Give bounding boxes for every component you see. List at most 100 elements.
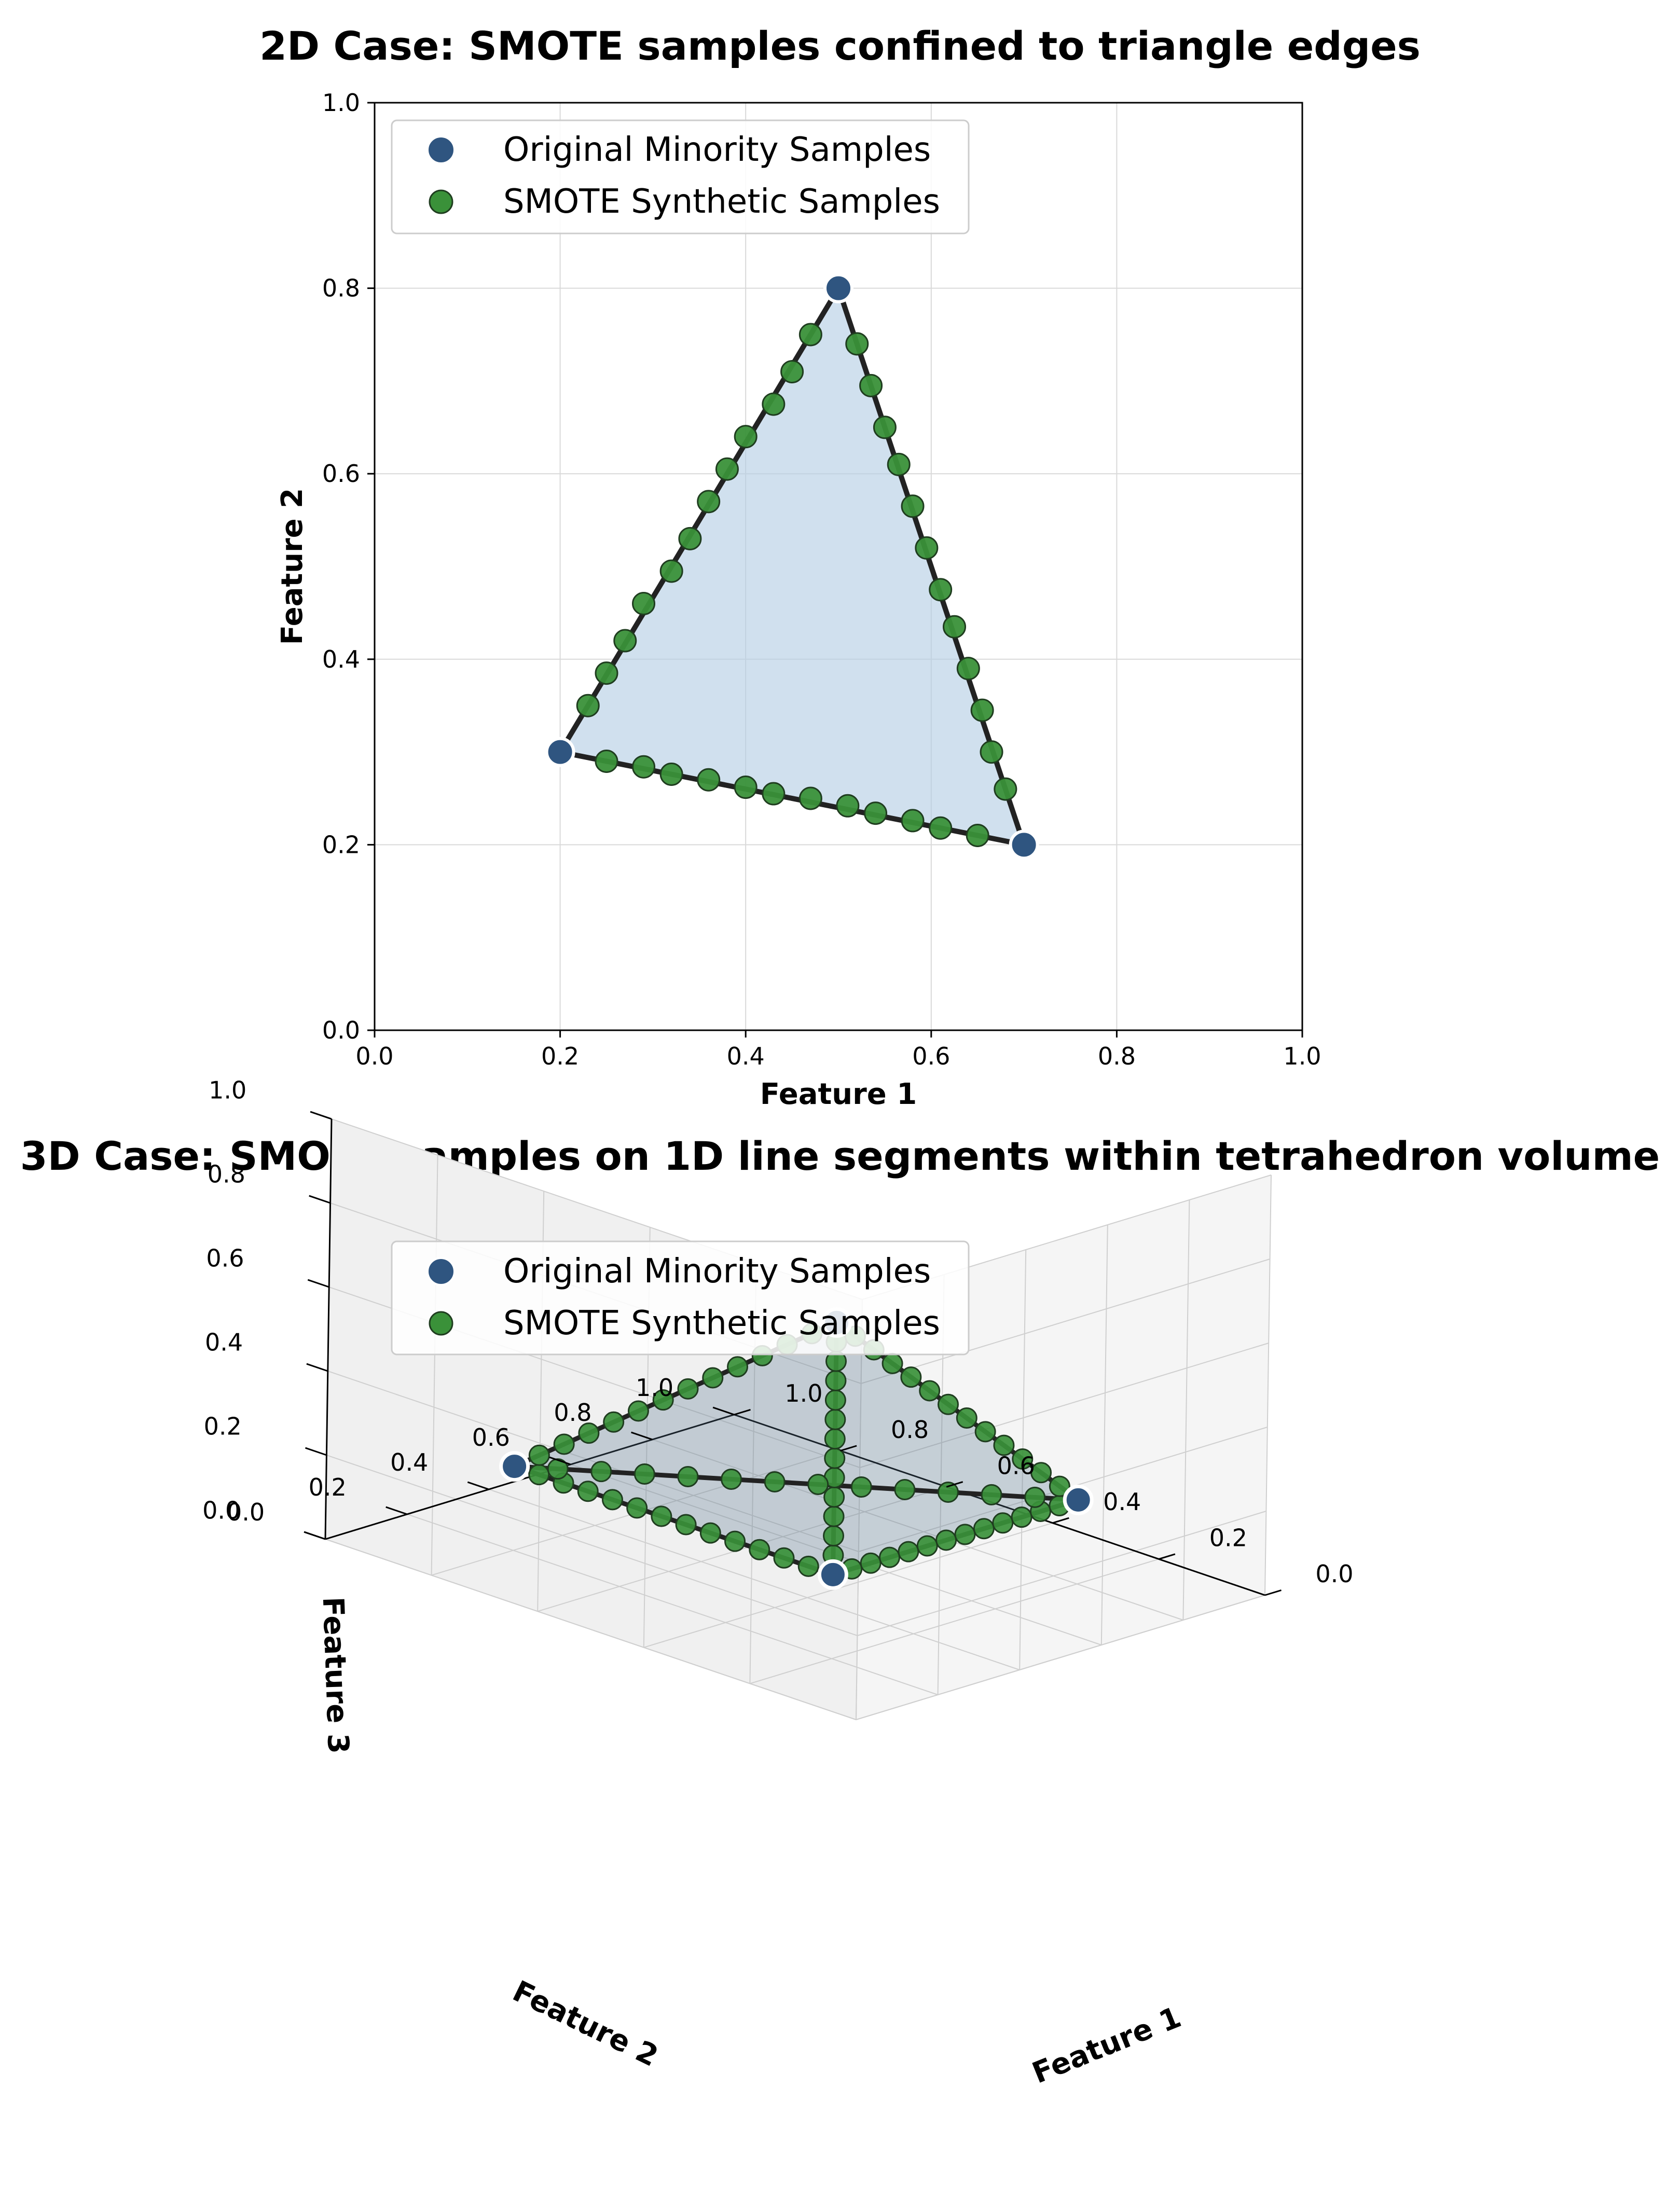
synthetic-point	[807, 1473, 829, 1495]
synthetic-point	[528, 1464, 550, 1486]
synthetic-point	[577, 1481, 599, 1502]
synthetic-point	[721, 1469, 742, 1490]
synthetic-point	[823, 1525, 845, 1547]
x-tick-mark	[734, 1408, 751, 1416]
chart-3d: 3D Case: SMOTE samples on 1D line segmen…	[20, 1076, 1660, 2090]
synthetic-point	[659, 763, 683, 786]
synthetic-point	[980, 740, 1003, 764]
z-tick-label: 0.0	[202, 1496, 240, 1524]
x-tick-label: 1.0	[784, 1379, 822, 1407]
y-tick-label: 0.2	[322, 831, 360, 859]
synthetic-point	[824, 1408, 846, 1430]
chart-3d-title: 3D Case: SMOTE samples on 1D line segmen…	[20, 1133, 1660, 1179]
synthetic-point	[823, 1505, 845, 1527]
synthetic-point	[915, 536, 939, 560]
y-tick-mark	[630, 1431, 653, 1441]
synthetic-point	[724, 1530, 746, 1552]
synthetic-point	[595, 749, 618, 773]
synthetic-point	[798, 786, 822, 810]
synthetic-point	[634, 1463, 655, 1485]
synthetic-point	[749, 1539, 770, 1560]
synthetic-point	[973, 1518, 995, 1540]
y-tick-label: 0.6	[322, 460, 360, 488]
synthetic-point	[1012, 1448, 1034, 1470]
synthetic-point	[859, 374, 883, 397]
synthetic-point	[824, 1447, 846, 1469]
y-tick-label: 0.0	[227, 1498, 265, 1526]
synthetic-point	[882, 1352, 903, 1374]
y-tick-label: 0.4	[390, 1448, 428, 1476]
legend-marker-original	[426, 1257, 456, 1286]
grid-line-3d	[861, 1259, 1270, 1384]
y-tick-label: 1.0	[322, 89, 360, 117]
chart-2d-ylabel: Feature 2	[276, 488, 309, 645]
synthetic-point	[956, 657, 980, 681]
synthetic-point	[578, 1422, 600, 1444]
x-tick-label: 0.6	[997, 1451, 1035, 1479]
legend-marker-synthetic	[429, 1311, 453, 1336]
synthetic-point	[762, 392, 786, 416]
synthetic-point	[1049, 1475, 1070, 1497]
z-tick-mark	[310, 1111, 332, 1120]
synthetic-point	[901, 494, 925, 518]
synthetic-point	[734, 776, 758, 799]
z-tick-label: 0.8	[208, 1160, 245, 1188]
x-tick-label: 0.6	[912, 1042, 950, 1070]
synthetic-point	[632, 755, 656, 779]
synthetic-point	[919, 1380, 941, 1402]
grid-line-3d	[643, 1522, 1053, 1648]
original-point	[817, 1559, 848, 1590]
synthetic-point	[898, 1541, 919, 1562]
legend-label-synthetic: SMOTE Synthetic Samples	[503, 183, 940, 221]
grid-line-3d	[859, 1343, 1269, 1468]
grid-line-3d	[1182, 1199, 1190, 1621]
grid-line-3d	[856, 1595, 1265, 1720]
z-tick-mark	[307, 1279, 329, 1288]
y-tick-mark	[467, 1481, 489, 1490]
synthetic-point	[677, 1466, 699, 1488]
synthetic-point	[547, 1458, 569, 1480]
y-tick-label: 0.8	[554, 1399, 591, 1427]
original-points-2d	[545, 273, 1039, 860]
chart-2d: 2D Case: SMOTE samples confined to trian…	[259, 23, 1421, 1111]
synthetic-point	[727, 1356, 749, 1378]
synthetic-point	[824, 1428, 846, 1450]
synthetic-point	[699, 1522, 721, 1544]
synthetic-point	[836, 794, 860, 818]
synthetic-point	[929, 816, 953, 840]
synthetic-point	[528, 1444, 550, 1466]
chart-2d-frame	[374, 102, 1303, 1031]
legend-box	[391, 1240, 970, 1356]
synthetic-point	[697, 490, 721, 514]
synthetic-point	[764, 1471, 786, 1493]
synthetic-point	[1011, 1506, 1032, 1528]
chart-3d-ticks: 0.0 0.2 0.4 0.6 0.8 1.0 0.0 0.2 0.4 0.6 0.8 1.0 0.0 0…	[202, 1076, 1354, 1596]
y-tick-mark	[385, 1506, 408, 1515]
synthetic-point	[797, 1555, 819, 1577]
synthetic-point	[626, 1497, 648, 1519]
synthetic-point	[992, 1512, 1014, 1534]
synthetic-point	[970, 698, 994, 722]
synthetic-point	[762, 782, 786, 806]
synthetic-point	[659, 559, 683, 583]
grid-line-3d	[1100, 1224, 1108, 1645]
synthetic-point	[678, 527, 702, 550]
synthetic-point	[900, 1366, 922, 1388]
y-tick-label: 0.8	[322, 274, 360, 302]
synthetic-point	[780, 360, 804, 384]
synthetic-point	[613, 629, 637, 653]
x-tick-label: 0.2	[1209, 1524, 1247, 1552]
synthetic-point	[966, 824, 989, 848]
synthetic-point	[956, 1407, 977, 1429]
grid-line-3d	[652, 1439, 1183, 1621]
z-tick-mark	[305, 1447, 327, 1456]
synthetic-point	[651, 1505, 672, 1527]
x-tick-mark	[946, 1481, 963, 1488]
z-tick-mark	[309, 1195, 331, 1204]
x-tick-mark	[1052, 1517, 1069, 1524]
synthetic-point	[697, 768, 721, 792]
synthetic-point	[901, 809, 925, 833]
grid-line-3d	[1264, 1174, 1272, 1596]
synthetic-point	[850, 1476, 872, 1498]
y-tick-mark	[712, 1406, 735, 1416]
